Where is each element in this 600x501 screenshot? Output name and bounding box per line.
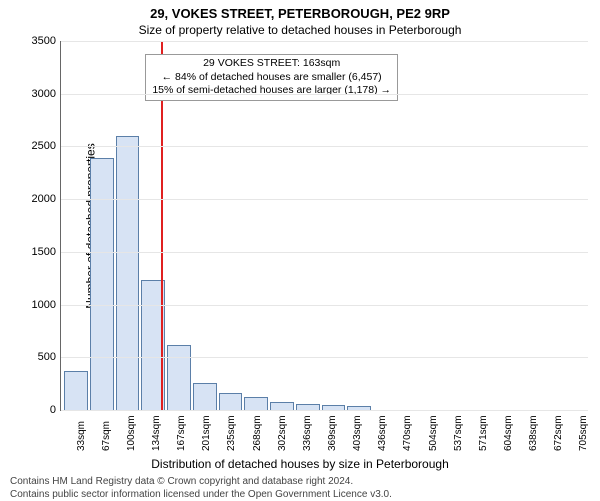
footer: Contains HM Land Registry data © Crown c… xyxy=(0,471,600,501)
chart-area: Number of detached properties 29 VOKES S… xyxy=(60,41,588,411)
y-tick-label: 500 xyxy=(38,351,61,363)
histogram-bar xyxy=(167,345,191,410)
annotation-line1: 29 VOKES STREET: 163sqm xyxy=(152,57,391,71)
grid-line xyxy=(61,94,588,95)
histogram-bar xyxy=(270,402,294,410)
histogram-bar xyxy=(64,371,88,410)
x-tick-label: 167sqm xyxy=(176,415,187,451)
plot-region: 29 VOKES STREET: 163sqm ← 84% of detache… xyxy=(60,41,588,411)
x-tick-label: 470sqm xyxy=(402,415,413,451)
x-tick-label: 537sqm xyxy=(453,415,464,451)
annotation-line3: 15% of semi-detached houses are larger (… xyxy=(152,84,391,98)
annotation-line2: ← 84% of detached houses are smaller (6,… xyxy=(152,71,391,85)
grid-line xyxy=(61,252,588,253)
x-tick-label: 302sqm xyxy=(277,415,288,451)
x-tick-label: 504sqm xyxy=(428,415,439,451)
x-tick-label: 268sqm xyxy=(252,415,263,451)
histogram-bar xyxy=(116,136,140,410)
grid-line xyxy=(61,41,588,42)
y-tick-label: 3500 xyxy=(32,35,61,47)
x-tick-label: 436sqm xyxy=(377,415,388,451)
histogram-bar xyxy=(193,383,217,410)
grid-line xyxy=(61,357,588,358)
x-tick-label: 336sqm xyxy=(302,415,313,451)
footer-line2: Contains public sector information licen… xyxy=(10,488,590,501)
page-title-sub: Size of property relative to detached ho… xyxy=(0,21,600,41)
x-tick-label: 369sqm xyxy=(327,415,338,451)
x-tick-label: 705sqm xyxy=(578,415,589,451)
x-tick-row: 33sqm 67sqm 100sqm 134sqm 167sqm 201sqm 235sqm… xyxy=(60,411,588,457)
x-tick-label: 672sqm xyxy=(553,415,564,451)
x-tick-label: 134sqm xyxy=(151,415,162,451)
histogram-bar xyxy=(90,158,114,410)
y-tick-label: 3000 xyxy=(32,88,61,100)
histogram-bar xyxy=(219,393,243,410)
grid-line xyxy=(61,146,588,147)
x-tick-label: 100sqm xyxy=(126,415,137,451)
footer-line1: Contains HM Land Registry data © Crown c… xyxy=(10,475,590,488)
grid-line xyxy=(61,199,588,200)
y-tick-label: 1500 xyxy=(32,246,61,258)
x-tick-label: 604sqm xyxy=(503,415,514,451)
y-tick-label: 2000 xyxy=(32,193,61,205)
x-tick-label: 201sqm xyxy=(201,415,212,451)
x-tick-label: 235sqm xyxy=(226,415,237,451)
x-tick-label: 403sqm xyxy=(352,415,363,451)
page-title-main: 29, VOKES STREET, PETERBOROUGH, PE2 9RP xyxy=(0,0,600,21)
y-tick-label: 1000 xyxy=(32,299,61,311)
x-tick-label: 33sqm xyxy=(76,421,87,451)
x-axis-label: Distribution of detached houses by size … xyxy=(0,457,600,471)
y-tick-label: 2500 xyxy=(32,140,61,152)
x-tick-label: 67sqm xyxy=(101,421,112,451)
histogram-bar xyxy=(244,397,268,410)
grid-line xyxy=(61,305,588,306)
x-tick-label: 571sqm xyxy=(478,415,489,451)
x-tick-label: 638sqm xyxy=(528,415,539,451)
